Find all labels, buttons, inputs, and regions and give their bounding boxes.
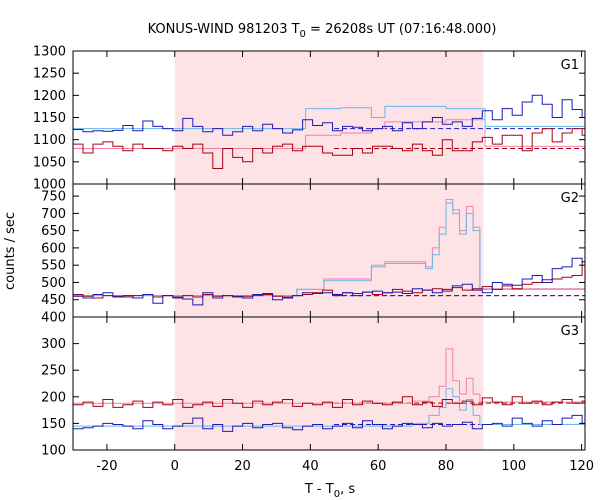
y-tick-label: 1100	[33, 133, 66, 148]
y-tick-label: 550	[41, 259, 66, 274]
counts-blue-series	[73, 94, 585, 136]
title-main: KONUS-WIND 981203 T	[148, 22, 300, 37]
panel-g2: 400 450 500 550 600 650 700 750 G2	[41, 183, 586, 326]
y-tick-label: 750	[41, 190, 66, 205]
panel-g3: 100 150 200 250 300 G3	[41, 316, 586, 459]
y-tick-label: 700	[41, 207, 66, 222]
panel-label: G3	[561, 324, 579, 339]
x-tick-label: 60	[370, 459, 387, 474]
y-tick-label: 1150	[33, 111, 66, 126]
model-red-series	[73, 348, 585, 404]
title-rest: = 26208s UT (07:16:48.000)	[306, 22, 496, 37]
x-axis-label: T - T0, s	[304, 482, 355, 500]
y-tick-label: 150	[41, 417, 66, 432]
y-tick-label: 1300	[33, 45, 66, 60]
x-label-subscript: 0	[334, 489, 340, 500]
panel-label: G1	[561, 58, 579, 73]
y-axis-label: counts / sec	[3, 212, 18, 290]
model-blue-series	[73, 388, 585, 427]
x-tick-label: 80	[438, 459, 455, 474]
x-tick-label: 120	[569, 459, 594, 474]
interval-highlight	[174, 184, 484, 317]
y-tick-label: 1050	[33, 155, 66, 170]
y-tick-label: 1000	[33, 178, 66, 193]
y-tick-label: 450	[41, 293, 66, 308]
panel-frame	[72, 316, 586, 451]
x-label-main: T - T	[304, 482, 334, 497]
panel-series	[73, 348, 585, 432]
y-tick-label: 100	[41, 444, 66, 459]
model-blue-series	[73, 105, 585, 130]
y-tick-label: 1200	[33, 89, 66, 104]
y-tick-label: 650	[41, 224, 66, 239]
counts-red-series	[73, 261, 585, 299]
x-tick-labels: -20 0 20 40 60 80 100 120	[96, 459, 594, 474]
model-blue-series	[73, 202, 585, 297]
panel-g1: 1000 1050 1100 1150 1200 1250 1300 G1	[33, 45, 586, 193]
title-subscript: 0	[300, 29, 306, 40]
panels-group: 1000 1050 1100 1150 1200 1250 1300 G1 400 450 500 5…	[33, 45, 586, 459]
x-tick-label: 0	[171, 459, 179, 474]
y-tick-label: 250	[41, 364, 66, 379]
y-tick-label: 300	[41, 337, 66, 352]
y-tick-label: 200	[41, 390, 66, 405]
y-tick-label: 500	[41, 276, 66, 291]
x-tick-label: -20	[96, 459, 117, 474]
panel-label: G2	[561, 191, 579, 206]
counts-blue-series	[73, 257, 585, 306]
x-tick-label: 20	[234, 459, 251, 474]
counts-red-series	[73, 396, 585, 408]
x-tick-label: 100	[501, 459, 526, 474]
interval-highlight	[174, 317, 484, 450]
panel-series	[73, 94, 585, 169]
chart-title: KONUS-WIND 981203 T0 = 26208s UT (07:16:…	[148, 22, 497, 40]
counts-red-series	[73, 128, 585, 169]
y-tick-label: 400	[41, 311, 66, 326]
interval-highlight	[174, 51, 484, 184]
y-tick-label: 1250	[33, 67, 66, 82]
panel-series	[73, 199, 585, 306]
y-tick-label: 600	[41, 241, 66, 256]
x-tick-label: 40	[302, 459, 319, 474]
x-label-rest: , s	[340, 482, 355, 497]
counts-blue-series	[73, 414, 585, 432]
